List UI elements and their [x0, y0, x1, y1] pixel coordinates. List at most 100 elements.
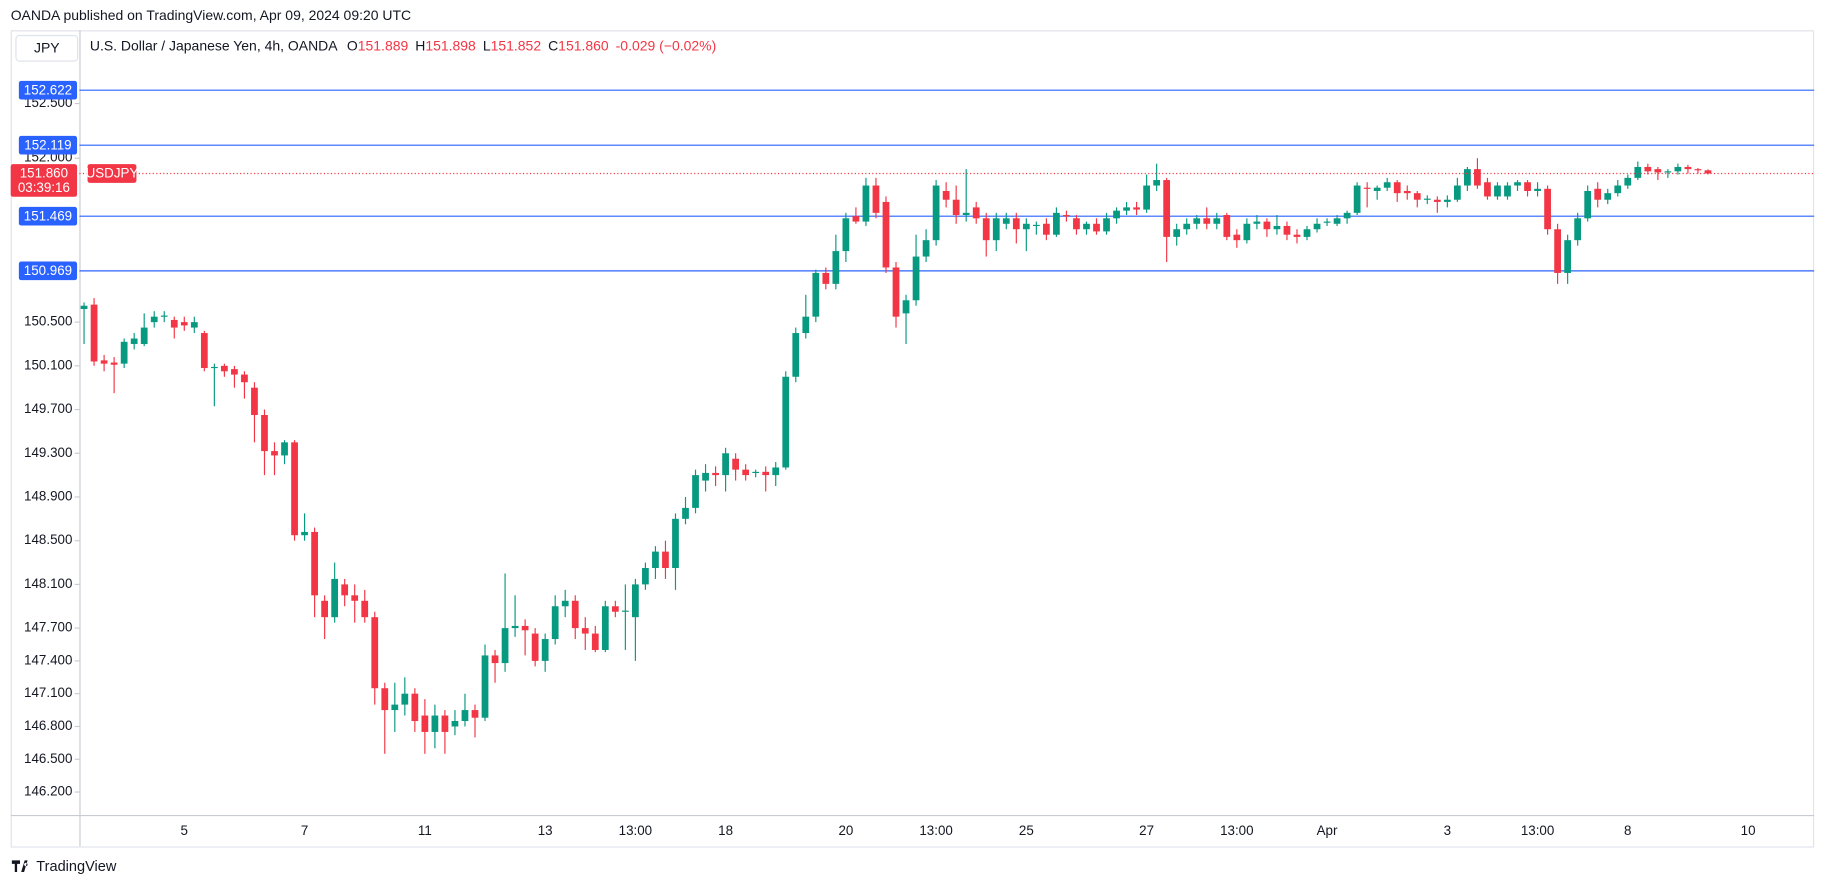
ohlc-key: L: [483, 37, 491, 53]
x-tick-label: Apr: [1317, 823, 1338, 838]
candle-body: [1624, 177, 1632, 186]
candle-body: [251, 387, 258, 416]
candle-body: [1012, 218, 1020, 230]
candle-body: [150, 316, 158, 323]
candle-body: [1433, 199, 1441, 202]
ohlc-key: H: [415, 37, 425, 53]
candle-body: [130, 338, 138, 344]
candle-body: [852, 216, 860, 222]
candle-body: [1093, 223, 1100, 232]
x-tick-label: 13:00: [1220, 823, 1253, 838]
last-price-label: 151.860: [20, 166, 68, 181]
candle-body: [1343, 212, 1351, 219]
y-tick-label: 148.100: [24, 576, 72, 591]
candle-body: [1694, 169, 1702, 171]
candle-body: [902, 300, 910, 314]
logo-mark: [11, 860, 28, 873]
candle-body: [1534, 188, 1541, 191]
y-tick-label: 150.500: [24, 314, 72, 329]
candle-body: [1313, 223, 1321, 230]
candle-body: [411, 693, 419, 721]
x-tick-label: 20: [838, 823, 853, 838]
candle-body: [1674, 166, 1682, 172]
candle-body: [792, 333, 800, 377]
candle-body: [1263, 221, 1271, 230]
candle-body: [1143, 185, 1150, 210]
candle-body: [1594, 188, 1602, 200]
candle-body: [1043, 223, 1050, 235]
candle-body: [601, 606, 609, 650]
ohlc-value: 151.852: [491, 37, 542, 53]
candle-body: [742, 469, 750, 476]
candle-body: [321, 600, 329, 618]
candle-body: [1063, 215, 1070, 217]
candle-body: [1273, 225, 1281, 230]
candle-body: [1383, 182, 1391, 188]
candle-body: [632, 584, 639, 618]
candle-body: [441, 715, 449, 732]
candle-body: [160, 315, 168, 317]
candle-body: [1213, 218, 1221, 224]
y-tick-label: 146.200: [24, 784, 72, 799]
candle-body: [872, 185, 880, 213]
candle-body: [1443, 199, 1451, 202]
candle-body: [1453, 185, 1461, 200]
candle-body: [271, 451, 278, 456]
candle-body: [200, 333, 208, 369]
candle-body: [842, 218, 850, 252]
candle-body: [451, 720, 459, 727]
candle-body: [371, 617, 379, 689]
candle-body: [421, 715, 429, 732]
candle-body: [1704, 170, 1712, 174]
candle-body: [802, 316, 810, 334]
candle-body: [642, 568, 649, 585]
candle-body: [1283, 225, 1291, 235]
candle-body: [1684, 166, 1692, 170]
candle-body: [772, 467, 780, 476]
candle-body: [281, 442, 288, 456]
level-badge: [18, 80, 78, 100]
candle-body: [561, 600, 569, 607]
candle-body: [1524, 182, 1531, 191]
candle-body: [672, 518, 679, 569]
candle-body: [170, 319, 178, 328]
candle-body: [962, 212, 970, 216]
candle-body: [682, 507, 689, 519]
candle-body: [311, 531, 318, 596]
candle-body: [541, 639, 549, 661]
candle-body: [1233, 234, 1241, 241]
candle-body: [481, 655, 489, 718]
level-badge: [18, 206, 78, 226]
candle-body: [521, 625, 529, 631]
publish-note: OANDA published on TradingView.com, Apr …: [11, 7, 411, 23]
candle-body: [1484, 182, 1491, 197]
candle-body: [1083, 223, 1090, 230]
candle-body: [90, 304, 98, 362]
candle-body: [722, 453, 729, 476]
level-label: 150.969: [24, 263, 72, 278]
candle-body: [110, 362, 118, 365]
y-tick-label: 147.700: [24, 620, 72, 635]
candle-body: [120, 341, 128, 364]
candle-body: [1423, 198, 1431, 200]
candle-body: [752, 471, 760, 474]
footer-brand: TradingView: [36, 859, 117, 875]
candle-body: [1413, 193, 1421, 200]
candle-body: [361, 600, 369, 618]
level-label: 152.622: [24, 82, 72, 97]
candle-body: [1193, 218, 1201, 224]
candle-body: [1303, 229, 1311, 237]
candle-body: [1163, 180, 1171, 237]
candle-body: [401, 693, 409, 705]
symbol-label: USDJPY: [86, 166, 139, 181]
currency-box[interactable]: [15, 34, 79, 62]
candle-body: [1243, 223, 1251, 241]
candle-body: [862, 185, 870, 222]
candle-body: [1634, 166, 1642, 178]
candle-body: [1253, 221, 1261, 224]
candle-body: [1393, 182, 1401, 194]
candle-body: [301, 531, 308, 536]
candle-body: [341, 584, 349, 596]
